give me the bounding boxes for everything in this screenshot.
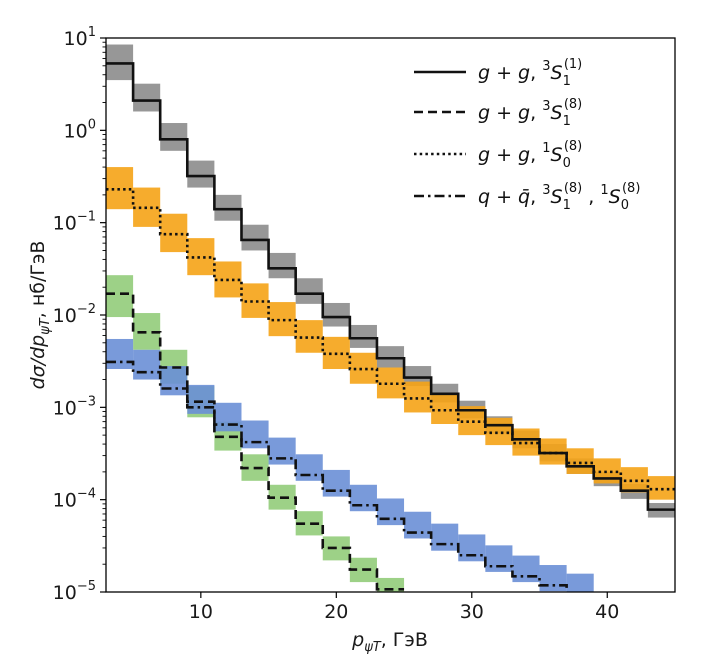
band-s3-bin2 (160, 366, 188, 396)
band-s0-bin7 (295, 278, 323, 304)
band-s3-bin6 (268, 437, 296, 465)
band-s3-bin8 (322, 469, 350, 497)
band-s0-bin6 (268, 252, 296, 279)
band-s3-bin15 (512, 555, 540, 583)
band-s3-bin16 (539, 565, 567, 592)
band-s3-bin9 (349, 484, 377, 512)
band-s0-bin8 (322, 302, 350, 327)
band-s3-bin14 (485, 545, 513, 572)
band-s3-bin12 (431, 523, 459, 551)
band-s3-bin7 (295, 454, 323, 481)
legend-label-1: g + g, 3S1(8)​ (478, 97, 582, 129)
series-line-2 (106, 187, 675, 491)
band-s1-bin10 (376, 577, 405, 592)
series-line-0 (106, 62, 675, 511)
y-tick-label: 10−3 (53, 394, 96, 419)
band-s2-bin16 (539, 438, 567, 465)
y-tick-label: 10−4 (53, 487, 96, 512)
y-axis: 10−5 10−4 10−3 10−2 10−1 100 101 (53, 25, 106, 604)
band-s3-bin3 (187, 384, 215, 414)
y-tick-label: 101 (64, 25, 96, 50)
legend-label-3: q + q̄, 3S1(8)​, 1S0(8)​ (478, 181, 640, 213)
band-s3-bin10 (376, 498, 405, 526)
band-s1-bin0 (106, 275, 134, 318)
y-tick-label: 10−1 (53, 210, 96, 235)
y-tick-label: 100 (64, 117, 96, 142)
x-tick-label: 40 (595, 601, 619, 623)
band-s3-bin0 (106, 338, 134, 370)
band-s3-bin1 (133, 349, 161, 380)
x-tick-label: 20 (324, 601, 348, 623)
band-s0-bin9 (349, 324, 377, 348)
series-line-1 (106, 292, 405, 591)
x-axis: 10 20 30 40 (189, 592, 619, 623)
band-s2-bin14 (485, 417, 513, 446)
band-s2-bin17 (566, 448, 594, 474)
band-s0-bin11 (404, 366, 432, 387)
legend-label-0: g + g, 3S1(1)​ (478, 57, 582, 89)
band-s0-bin3 (187, 160, 215, 188)
series-lines (106, 62, 675, 592)
y-tick-label: 10−5 (53, 579, 96, 604)
band-s3-bin13 (458, 534, 486, 562)
x-tick-label: 30 (460, 601, 484, 623)
band-s3-bin11 (404, 511, 432, 539)
band-s0-bin5 (241, 224, 269, 251)
band-s0-bin4 (214, 194, 242, 221)
band-s2-bin11 (404, 381, 432, 413)
x-tick-label: 10 (189, 601, 213, 623)
band-s3-bin4 (214, 402, 242, 432)
x-axis-label: pψT​, ГэВ (351, 629, 428, 655)
legend-label-2: g + g, 1S0(8)​ (478, 139, 582, 171)
uncertainty-bands (106, 44, 675, 592)
legend: g + g, 3S1(1)​ g + g, 3S1(8)​ g + g, 1S0(8… (414, 57, 640, 213)
band-s3-bin17 (566, 573, 594, 592)
y-tick-label: 10−2 (53, 302, 96, 327)
band-s0-bin10 (376, 346, 405, 368)
band-s0-bin2 (160, 123, 188, 151)
series-line-3 (106, 360, 568, 592)
band-s0-bin1 (133, 83, 161, 112)
band-s3-bin5 (241, 420, 269, 449)
y-axis-label: dσ/dpψT​, нб/ГэВ (27, 241, 53, 390)
